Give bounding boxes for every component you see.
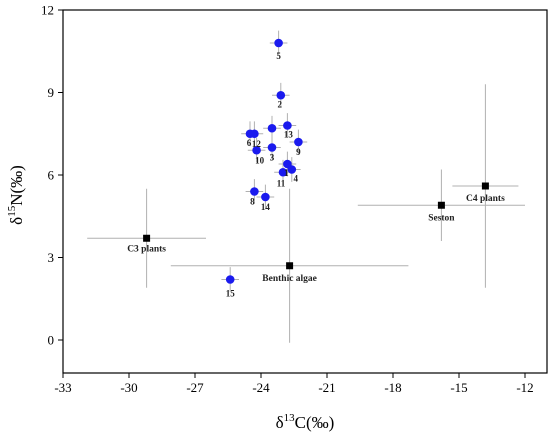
fish-marker bbox=[294, 137, 303, 147]
x-tick-label: -24 bbox=[252, 380, 270, 395]
fish-label: 8 bbox=[250, 197, 255, 207]
x-axis-ticks: -33 -30 -27 -24 -21 -18 -15 -12 bbox=[54, 373, 534, 395]
x-tick-label: -21 bbox=[318, 380, 335, 395]
fish-label: 6 bbox=[247, 138, 252, 148]
y-axis-ticks: 0 3 6 9 12 bbox=[41, 3, 63, 348]
source-label: C4 plants bbox=[466, 194, 505, 204]
plot-frame bbox=[62, 9, 548, 374]
x-tick-label: -27 bbox=[186, 380, 204, 395]
fish-label: 5 bbox=[276, 51, 281, 61]
source-label: Seston bbox=[428, 213, 455, 223]
fish-label: 3 bbox=[270, 153, 275, 163]
fish-marker bbox=[250, 129, 259, 139]
source-label: C3 plants bbox=[127, 244, 166, 254]
fish-marker bbox=[250, 187, 259, 196]
x-axis-title: δ13C(‰) bbox=[276, 412, 335, 432]
fish-marker bbox=[287, 165, 297, 174]
fish-marker bbox=[267, 143, 277, 152]
fish-label: 4 bbox=[294, 174, 299, 184]
x-tick-label: -15 bbox=[450, 380, 467, 395]
fish-marker bbox=[225, 275, 235, 284]
fish-marker bbox=[283, 121, 292, 130]
fish-marker bbox=[267, 123, 277, 133]
y-tick-label: 6 bbox=[48, 168, 55, 183]
x-tick-label: -33 bbox=[54, 380, 71, 395]
fish-marker bbox=[276, 90, 286, 100]
source-label: Benthic algae bbox=[262, 274, 317, 284]
y-tick-label: 3 bbox=[48, 250, 55, 265]
fish-marker bbox=[261, 192, 270, 202]
x-tick-label: -12 bbox=[516, 380, 533, 395]
fish-marker bbox=[278, 167, 288, 177]
x-tick-label: -30 bbox=[120, 380, 137, 395]
data-markers bbox=[143, 38, 489, 284]
fish-label: 2 bbox=[278, 99, 283, 109]
x-tick-label: -18 bbox=[384, 380, 401, 395]
fish-label: 15 bbox=[226, 289, 236, 299]
y-tick-label: 9 bbox=[48, 85, 55, 100]
fish-label: 9 bbox=[296, 147, 301, 157]
fish-label: 10 bbox=[255, 155, 265, 165]
error-bars bbox=[87, 30, 525, 343]
fish-label: 1 bbox=[284, 168, 289, 178]
source-marker bbox=[143, 234, 151, 242]
source-marker bbox=[286, 262, 294, 270]
fish-label: 14 bbox=[261, 202, 271, 212]
fish-marker bbox=[252, 145, 261, 155]
source-marker bbox=[481, 182, 489, 190]
y-tick-label: 0 bbox=[48, 333, 55, 348]
fish-marker bbox=[274, 38, 283, 48]
y-axis-title: δ15N(‰) bbox=[6, 165, 26, 225]
fish-label: 13 bbox=[284, 130, 294, 140]
y-tick-label: 12 bbox=[41, 3, 54, 18]
source-marker bbox=[437, 201, 445, 209]
fish-label: 11 bbox=[277, 178, 286, 188]
fish-label: 12 bbox=[252, 139, 262, 149]
